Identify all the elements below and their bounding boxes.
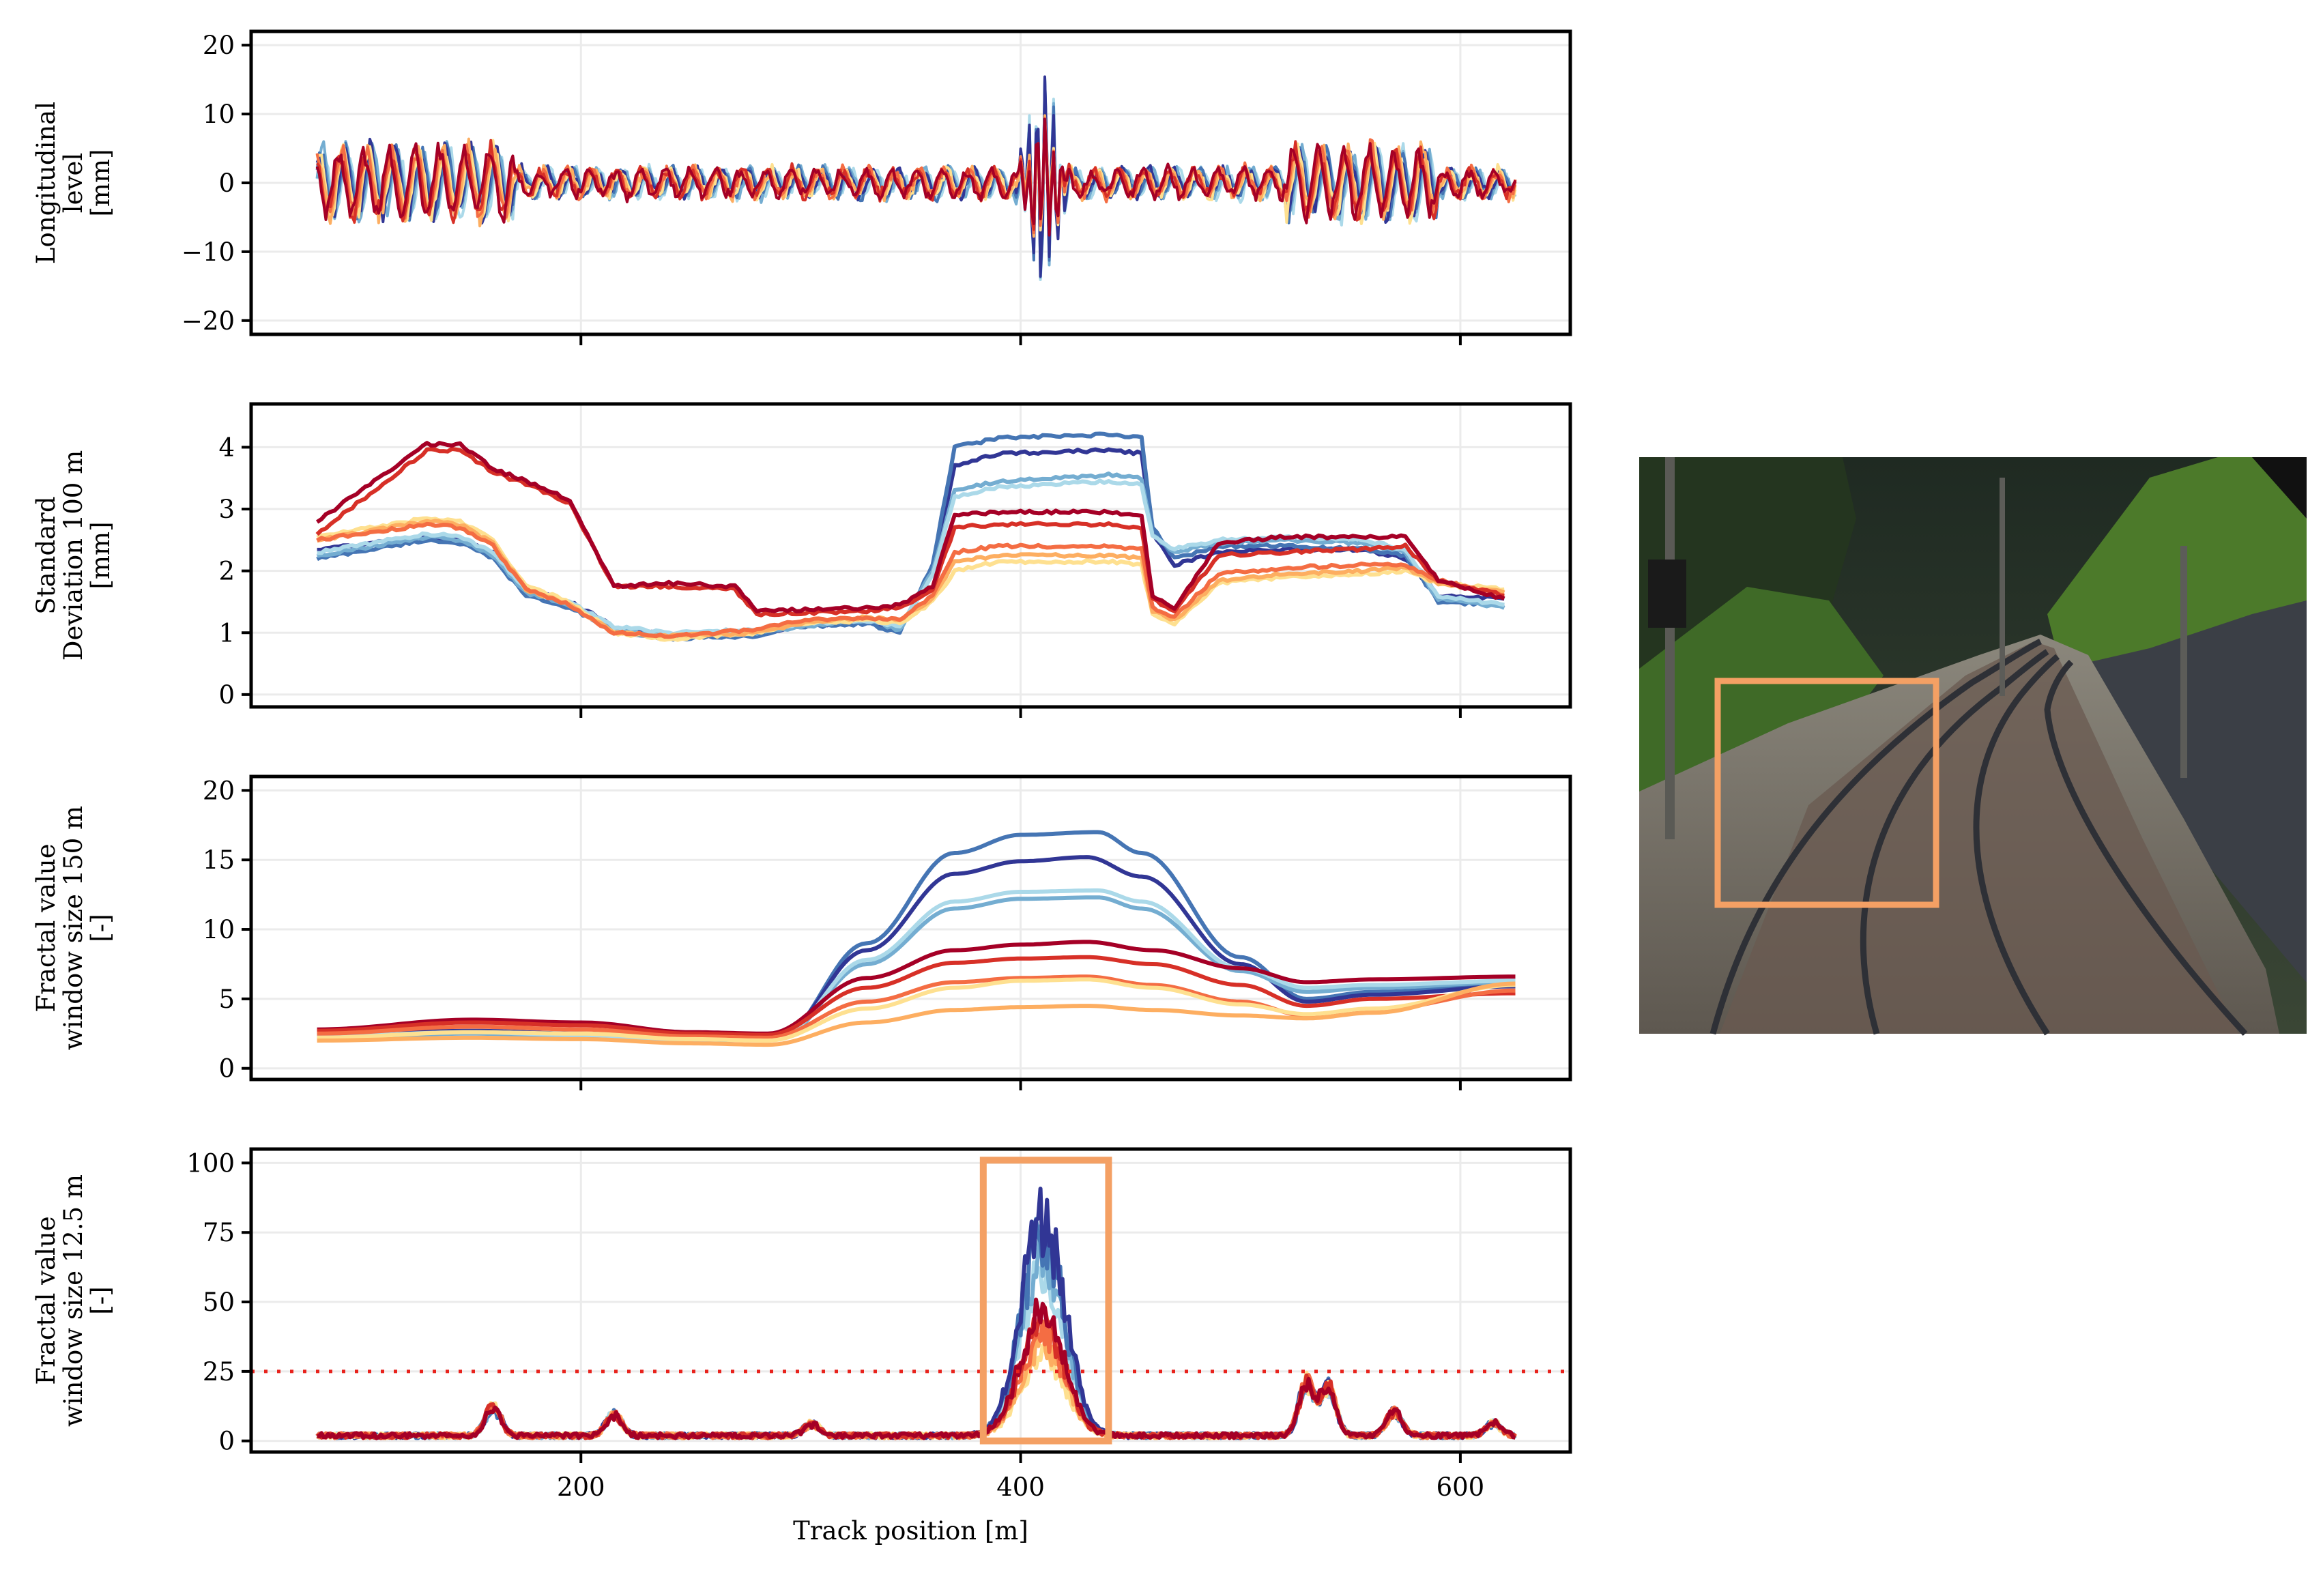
y-axis-label-2: StandardDeviation 100 m[mm] <box>31 450 115 661</box>
highlight-box <box>979 1157 1112 1445</box>
panel-4: 0 25 50 75 100 200 400 600 Fractal valuewindow s… <box>31 1147 1572 1546</box>
x-tick-label-0: 200 <box>557 1472 605 1502</box>
plot-area-3 <box>317 830 1516 1047</box>
series-line-8 <box>315 446 1505 618</box>
series-line-1 <box>317 830 1516 1043</box>
railway-photo <box>1639 457 2307 1036</box>
photo-pole-1 <box>1665 457 1675 839</box>
photo-pole-3 <box>2180 546 2187 778</box>
y-tick-label-0: 0 <box>218 1054 235 1084</box>
photo-foliage-left <box>1639 587 1884 792</box>
y-tick-label-2: 50 <box>203 1288 235 1317</box>
axes-frame-4 <box>249 1147 1572 1454</box>
y-axis-label-line: Longitudinal <box>31 102 61 264</box>
y-tick-label-4: 20 <box>203 776 235 805</box>
y-tick-label-0: 0 <box>218 1427 235 1456</box>
series-line-9 <box>317 981 1516 1047</box>
plot-area-2 <box>315 431 1505 642</box>
axes-frame-2 <box>249 402 1572 709</box>
y-axis-label-line: Deviation 100 m <box>59 450 88 661</box>
y-tick-label-3: 10 <box>203 100 235 129</box>
y-tick-label-2: 2 <box>218 557 235 586</box>
y-tick-label-4: 20 <box>203 31 235 60</box>
photo-pole-2 <box>2000 478 2005 696</box>
x-tick-label-1: 400 <box>996 1472 1045 1502</box>
y-tick-label-3: 3 <box>218 495 235 524</box>
y-tick-label-2: 10 <box>203 915 235 944</box>
y-tick-label-0: 0 <box>218 680 235 710</box>
y-tick-label-1: −10 <box>182 237 235 267</box>
y-tick-label-1: 5 <box>218 985 235 1014</box>
y-tick-label-1: 1 <box>218 618 235 648</box>
series-line-8 <box>317 977 1516 1043</box>
chart-panels: −20−1001020Longitudinallevel[mm]01234Sta… <box>31 29 1572 1546</box>
series-line-6 <box>317 955 1516 1037</box>
y-tick-label-1: 25 <box>203 1357 235 1387</box>
y-axis-label-line: Fractal value <box>31 843 61 1012</box>
series-line-7 <box>315 1319 1518 1440</box>
y-axis-label-4: Fractal valuewindow size 12.5 m[-] <box>31 1174 115 1427</box>
photo-rail-3 <box>1973 654 2060 1036</box>
y-axis-label-line: [-] <box>86 914 115 942</box>
y-axis-label-line: [mm] <box>86 149 115 216</box>
x-axis-label: Track position [m] <box>793 1516 1028 1546</box>
x-tick-label-2: 600 <box>1437 1472 1485 1502</box>
plot-area-1 <box>315 75 1517 281</box>
y-axis-label-line: level <box>59 153 88 213</box>
photo-stone-wall <box>2061 600 2307 983</box>
y-axis-label-line: window size 150 m <box>59 806 88 1050</box>
y-tick-label-4: 4 <box>218 433 235 462</box>
y-tick-label-0: −20 <box>182 306 235 336</box>
series-line-6 <box>316 1329 1517 1440</box>
series-line-9 <box>317 1297 1516 1440</box>
series-line-9 <box>315 441 1505 613</box>
y-axis-label-line: Fractal value <box>31 1216 61 1384</box>
plot-area-4 <box>315 1187 1518 1440</box>
series-line-9 <box>315 117 1517 237</box>
y-axis-label-line: [-] <box>86 1286 115 1314</box>
photo-rail-1 <box>1709 638 2043 1035</box>
y-tick-label-4: 100 <box>186 1148 235 1178</box>
y-axis-label-line: Standard <box>31 496 61 614</box>
axes-frame-3 <box>249 774 1572 1082</box>
y-axis-label-line: [mm] <box>86 521 115 589</box>
photo-rail-2 <box>1860 649 2049 1035</box>
photo-rail-4 <box>2044 659 2248 1036</box>
y-axis-label-line: window size 12.5 m <box>59 1174 88 1427</box>
panel-3: 0 5 10 15 20 Fractal valuewindow size 150 m[-… <box>31 774 1572 1090</box>
panel-2: 0 1 2 3 4 StandardDeviation 100 m[mm] <box>31 402 1572 718</box>
photo-signal-box <box>1648 560 1686 628</box>
photo-corner <box>2252 457 2307 519</box>
y-tick-label-3: 75 <box>203 1218 235 1247</box>
y-axis-label-3: Fractal valuewindow size 150 m[-] <box>31 806 115 1050</box>
photo-highlight-box <box>1714 678 1939 908</box>
y-tick-label-3: 15 <box>203 845 235 875</box>
series-line-5 <box>317 1344 1517 1440</box>
series-line-5 <box>317 940 1516 1036</box>
panel-1: −20 −10 0 10 20 Longitudinallevel[mm] <box>31 29 1572 345</box>
y-axis-label-1: Longitudinallevel[mm] <box>31 102 115 264</box>
series-line-7 <box>316 521 1505 639</box>
y-tick-label-2: 0 <box>218 169 235 198</box>
